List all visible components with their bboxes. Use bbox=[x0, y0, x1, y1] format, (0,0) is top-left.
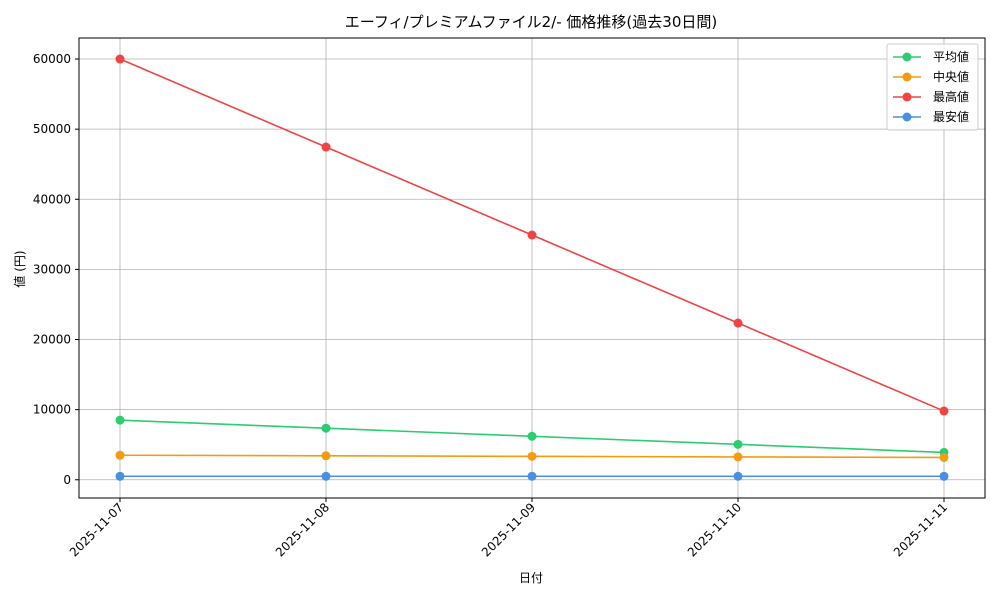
y-tick-label: 30000 bbox=[33, 262, 71, 276]
data-point bbox=[527, 431, 537, 441]
data-point bbox=[527, 471, 537, 481]
series-2 bbox=[115, 54, 949, 416]
y-tick-label: 50000 bbox=[33, 122, 71, 136]
data-point bbox=[939, 452, 949, 462]
legend-label: 最安値 bbox=[933, 109, 969, 124]
data-point bbox=[321, 451, 331, 461]
x-tick-label: 2025-11-10 bbox=[685, 500, 744, 559]
data-point bbox=[115, 450, 125, 460]
data-point bbox=[321, 423, 331, 433]
series-1 bbox=[115, 450, 949, 462]
y-tick-label: 60000 bbox=[33, 52, 71, 66]
legend-marker bbox=[902, 92, 912, 102]
data-point bbox=[733, 439, 743, 449]
y-tick-label: 10000 bbox=[33, 403, 71, 417]
chart-title: エーフィ/プレミアムファイル2/- 価格推移(過去30日間) bbox=[345, 13, 717, 31]
series-3 bbox=[115, 471, 949, 481]
data-point bbox=[527, 230, 537, 240]
data-point bbox=[939, 406, 949, 416]
data-point bbox=[321, 471, 331, 481]
data-point bbox=[939, 471, 949, 481]
data-point bbox=[321, 142, 331, 152]
legend-box bbox=[886, 43, 979, 131]
x-axis-label: 日付 bbox=[519, 571, 543, 585]
legend-marker bbox=[902, 72, 912, 82]
legend-marker bbox=[902, 112, 912, 122]
series-layer bbox=[115, 54, 949, 481]
series-0 bbox=[115, 415, 949, 457]
y-tick-label: 20000 bbox=[33, 333, 71, 347]
x-tick-label: 2025-11-08 bbox=[273, 500, 332, 559]
axes: 0 10000 20000 30000 40000 50000 60000 2025-11-0… bbox=[33, 37, 986, 559]
legend-label: 中央値 bbox=[933, 69, 969, 84]
data-point bbox=[733, 318, 743, 328]
legend-marker bbox=[902, 52, 912, 62]
y-tick-label: 0 bbox=[63, 473, 71, 487]
legend-label: 最高値 bbox=[933, 89, 969, 104]
data-point bbox=[733, 452, 743, 462]
data-point bbox=[733, 471, 743, 481]
data-point bbox=[527, 451, 537, 461]
x-tick-label: 2025-11-09 bbox=[479, 500, 538, 559]
legend-label: 平均値 bbox=[933, 49, 969, 64]
x-tick-label: 2025-11-11 bbox=[891, 500, 950, 559]
data-point bbox=[115, 471, 125, 481]
grid bbox=[79, 38, 985, 498]
x-tick-label: 2025-11-07 bbox=[67, 500, 126, 559]
data-point bbox=[115, 54, 125, 64]
y-axis-label: 値 (円) bbox=[12, 250, 27, 287]
y-tick-label: 40000 bbox=[33, 192, 71, 206]
data-point bbox=[115, 415, 125, 425]
